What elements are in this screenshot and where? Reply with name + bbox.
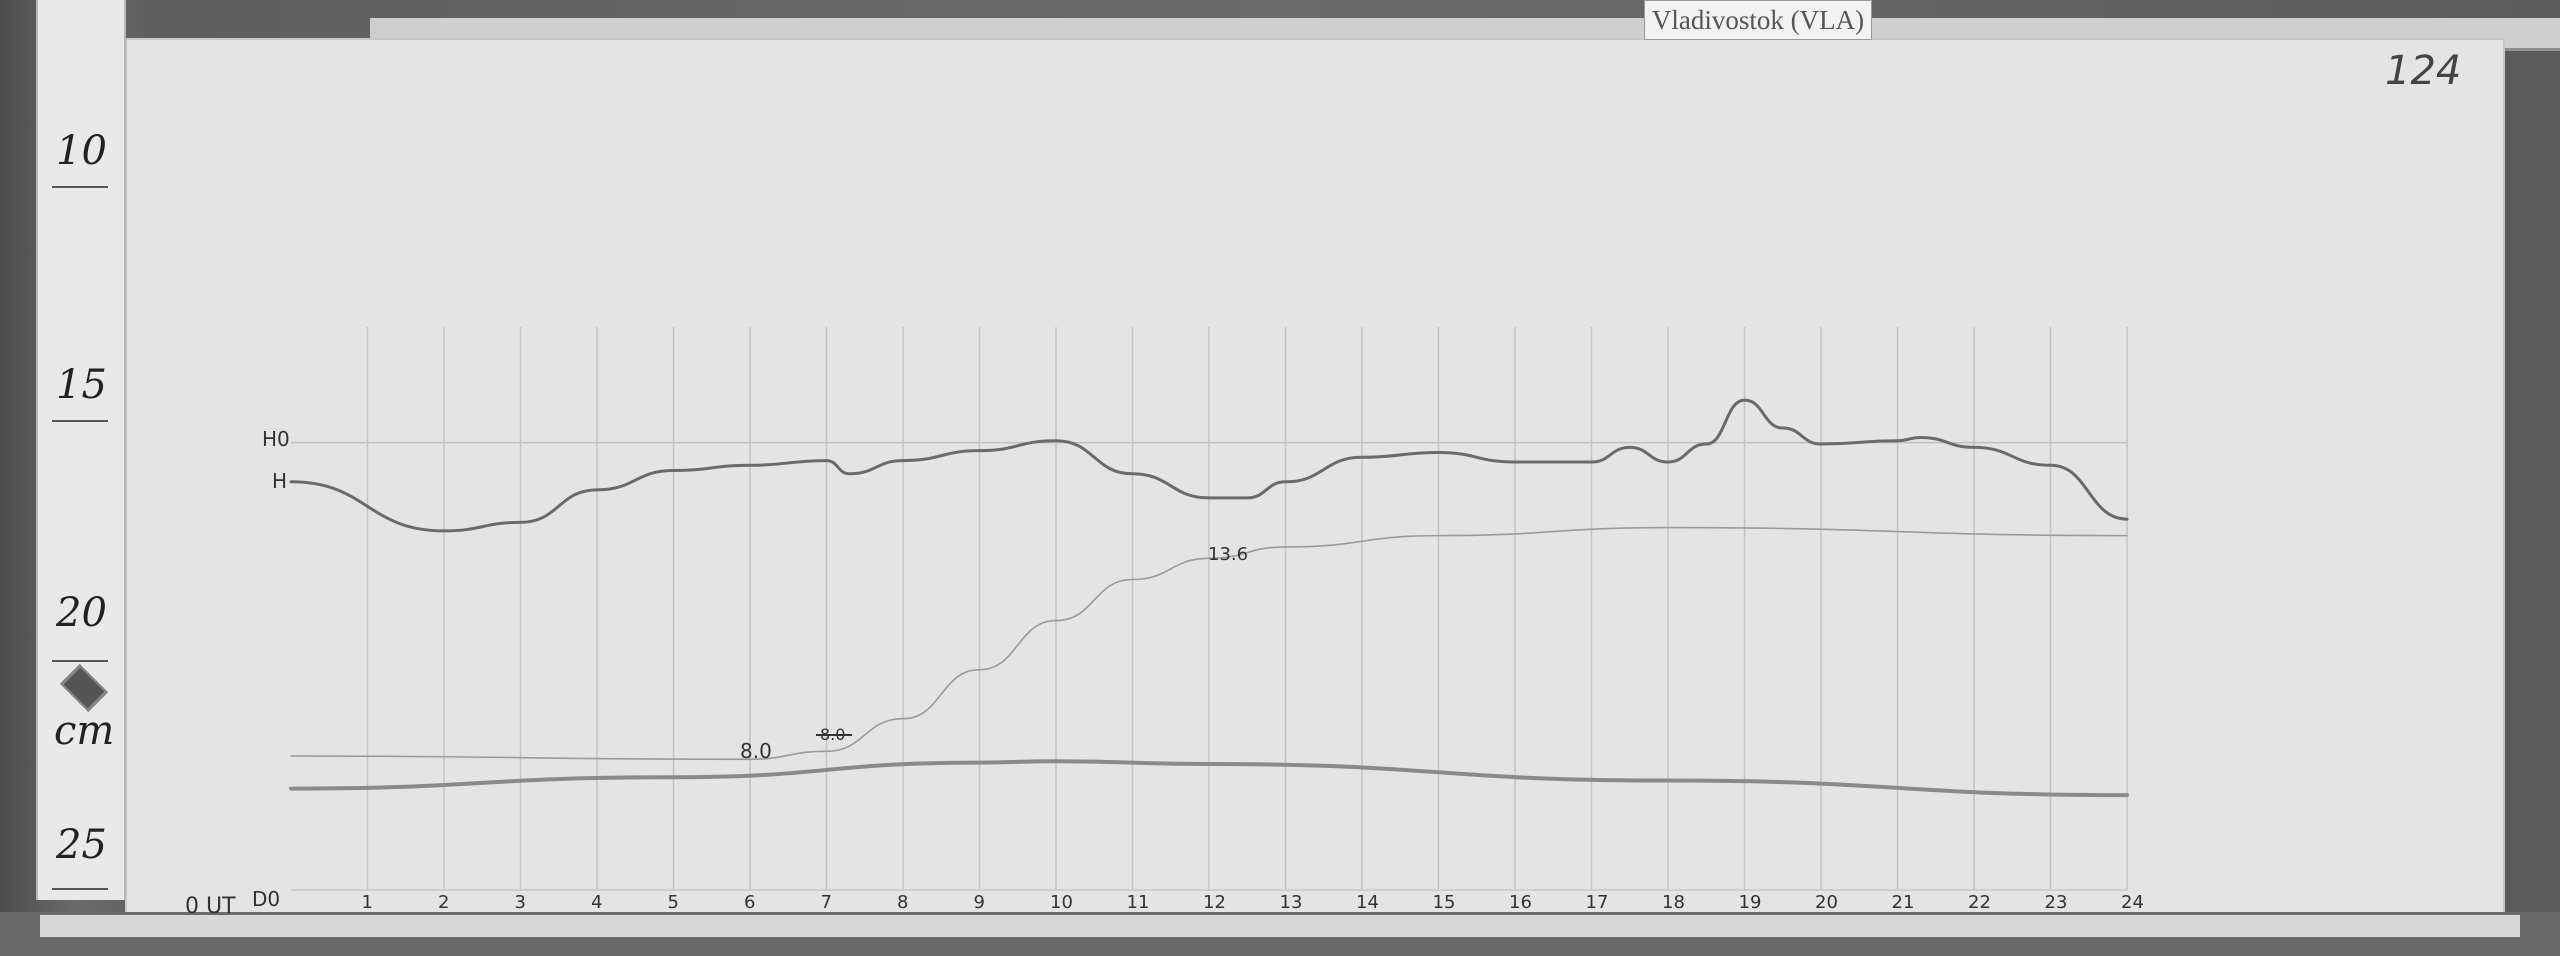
hour-grid bbox=[291, 327, 2128, 891]
hour-tick-label: 16 bbox=[1509, 892, 1532, 913]
hour-tick-label: 7 bbox=[821, 892, 832, 913]
struck-annotation: 8.0 bbox=[816, 725, 852, 744]
hour-tick-label: 8 bbox=[897, 892, 908, 913]
hour-tick-label: 5 bbox=[668, 892, 679, 913]
hour-tick-label: 10 bbox=[1050, 892, 1073, 913]
hour-tick-label: 15 bbox=[1433, 892, 1456, 913]
ruler-cell bbox=[52, 662, 108, 890]
ruler-mark-10: 10 bbox=[56, 128, 107, 174]
hour-tick-labels: 1 2 3 4 5 6 7 8 9 10 11 12 13 14 15 16 17 18 19 20 21 22 23 24 bbox=[362, 892, 2144, 913]
station-label: Vladivostok (VLA) bbox=[1644, 0, 1872, 40]
trace-h bbox=[289, 398, 2129, 533]
hour-tick-label: 4 bbox=[591, 892, 602, 913]
hour-tick-label: 3 bbox=[515, 892, 526, 913]
ruler-mark-15: 15 bbox=[56, 362, 107, 408]
trace-d bbox=[289, 759, 2129, 798]
cm-ruler: 10 15 20 cm 25 bbox=[36, 0, 126, 900]
ruler-mark-25: 25 bbox=[56, 822, 107, 868]
baseline-label-h0: H0 bbox=[262, 427, 290, 451]
hour-tick-label: 22 bbox=[1968, 892, 1991, 913]
baseline-label-h: H bbox=[272, 469, 287, 493]
hour-tick-label: 12 bbox=[1203, 892, 1226, 913]
ruler-unit: cm bbox=[54, 708, 115, 754]
bottom-tape bbox=[40, 915, 2520, 937]
hour-tick-label: 18 bbox=[1662, 892, 1685, 913]
page-number: 124 bbox=[2385, 48, 2462, 94]
hour-tick-label: 24 bbox=[2121, 892, 2144, 913]
hour-tick-label: 23 bbox=[2045, 892, 2068, 913]
hour-tick-label: 9 bbox=[974, 892, 985, 913]
hour-tick-label: 1 bbox=[362, 892, 373, 913]
magnetogram-sheet bbox=[127, 40, 2503, 915]
annotation-13-6: 13.6 bbox=[1208, 544, 1248, 565]
trace-z bbox=[290, 526, 2128, 761]
baseline-label-d0: D0 bbox=[252, 887, 280, 911]
hour-tick-label: 2 bbox=[438, 892, 449, 913]
ruler-cell bbox=[52, 422, 108, 662]
hour-tick-label: 11 bbox=[1127, 892, 1150, 913]
traces bbox=[289, 398, 2129, 798]
x-axis-label: 0 UT bbox=[185, 894, 236, 919]
hour-tick-label: 6 bbox=[744, 892, 755, 913]
annotation-8-0: 8.0 bbox=[740, 739, 772, 763]
ruler-cell bbox=[52, 0, 108, 188]
hour-tick-label: 17 bbox=[1586, 892, 1609, 913]
hour-tick-label: 21 bbox=[1892, 892, 1915, 913]
ruler-mark-20: 20 bbox=[56, 590, 107, 636]
hour-tick-label: 13 bbox=[1280, 892, 1303, 913]
ruler-cell bbox=[52, 188, 108, 422]
hour-tick-label: 14 bbox=[1356, 892, 1379, 913]
hour-tick-label: 19 bbox=[1739, 892, 1762, 913]
hour-tick-label: 20 bbox=[1815, 892, 1838, 913]
